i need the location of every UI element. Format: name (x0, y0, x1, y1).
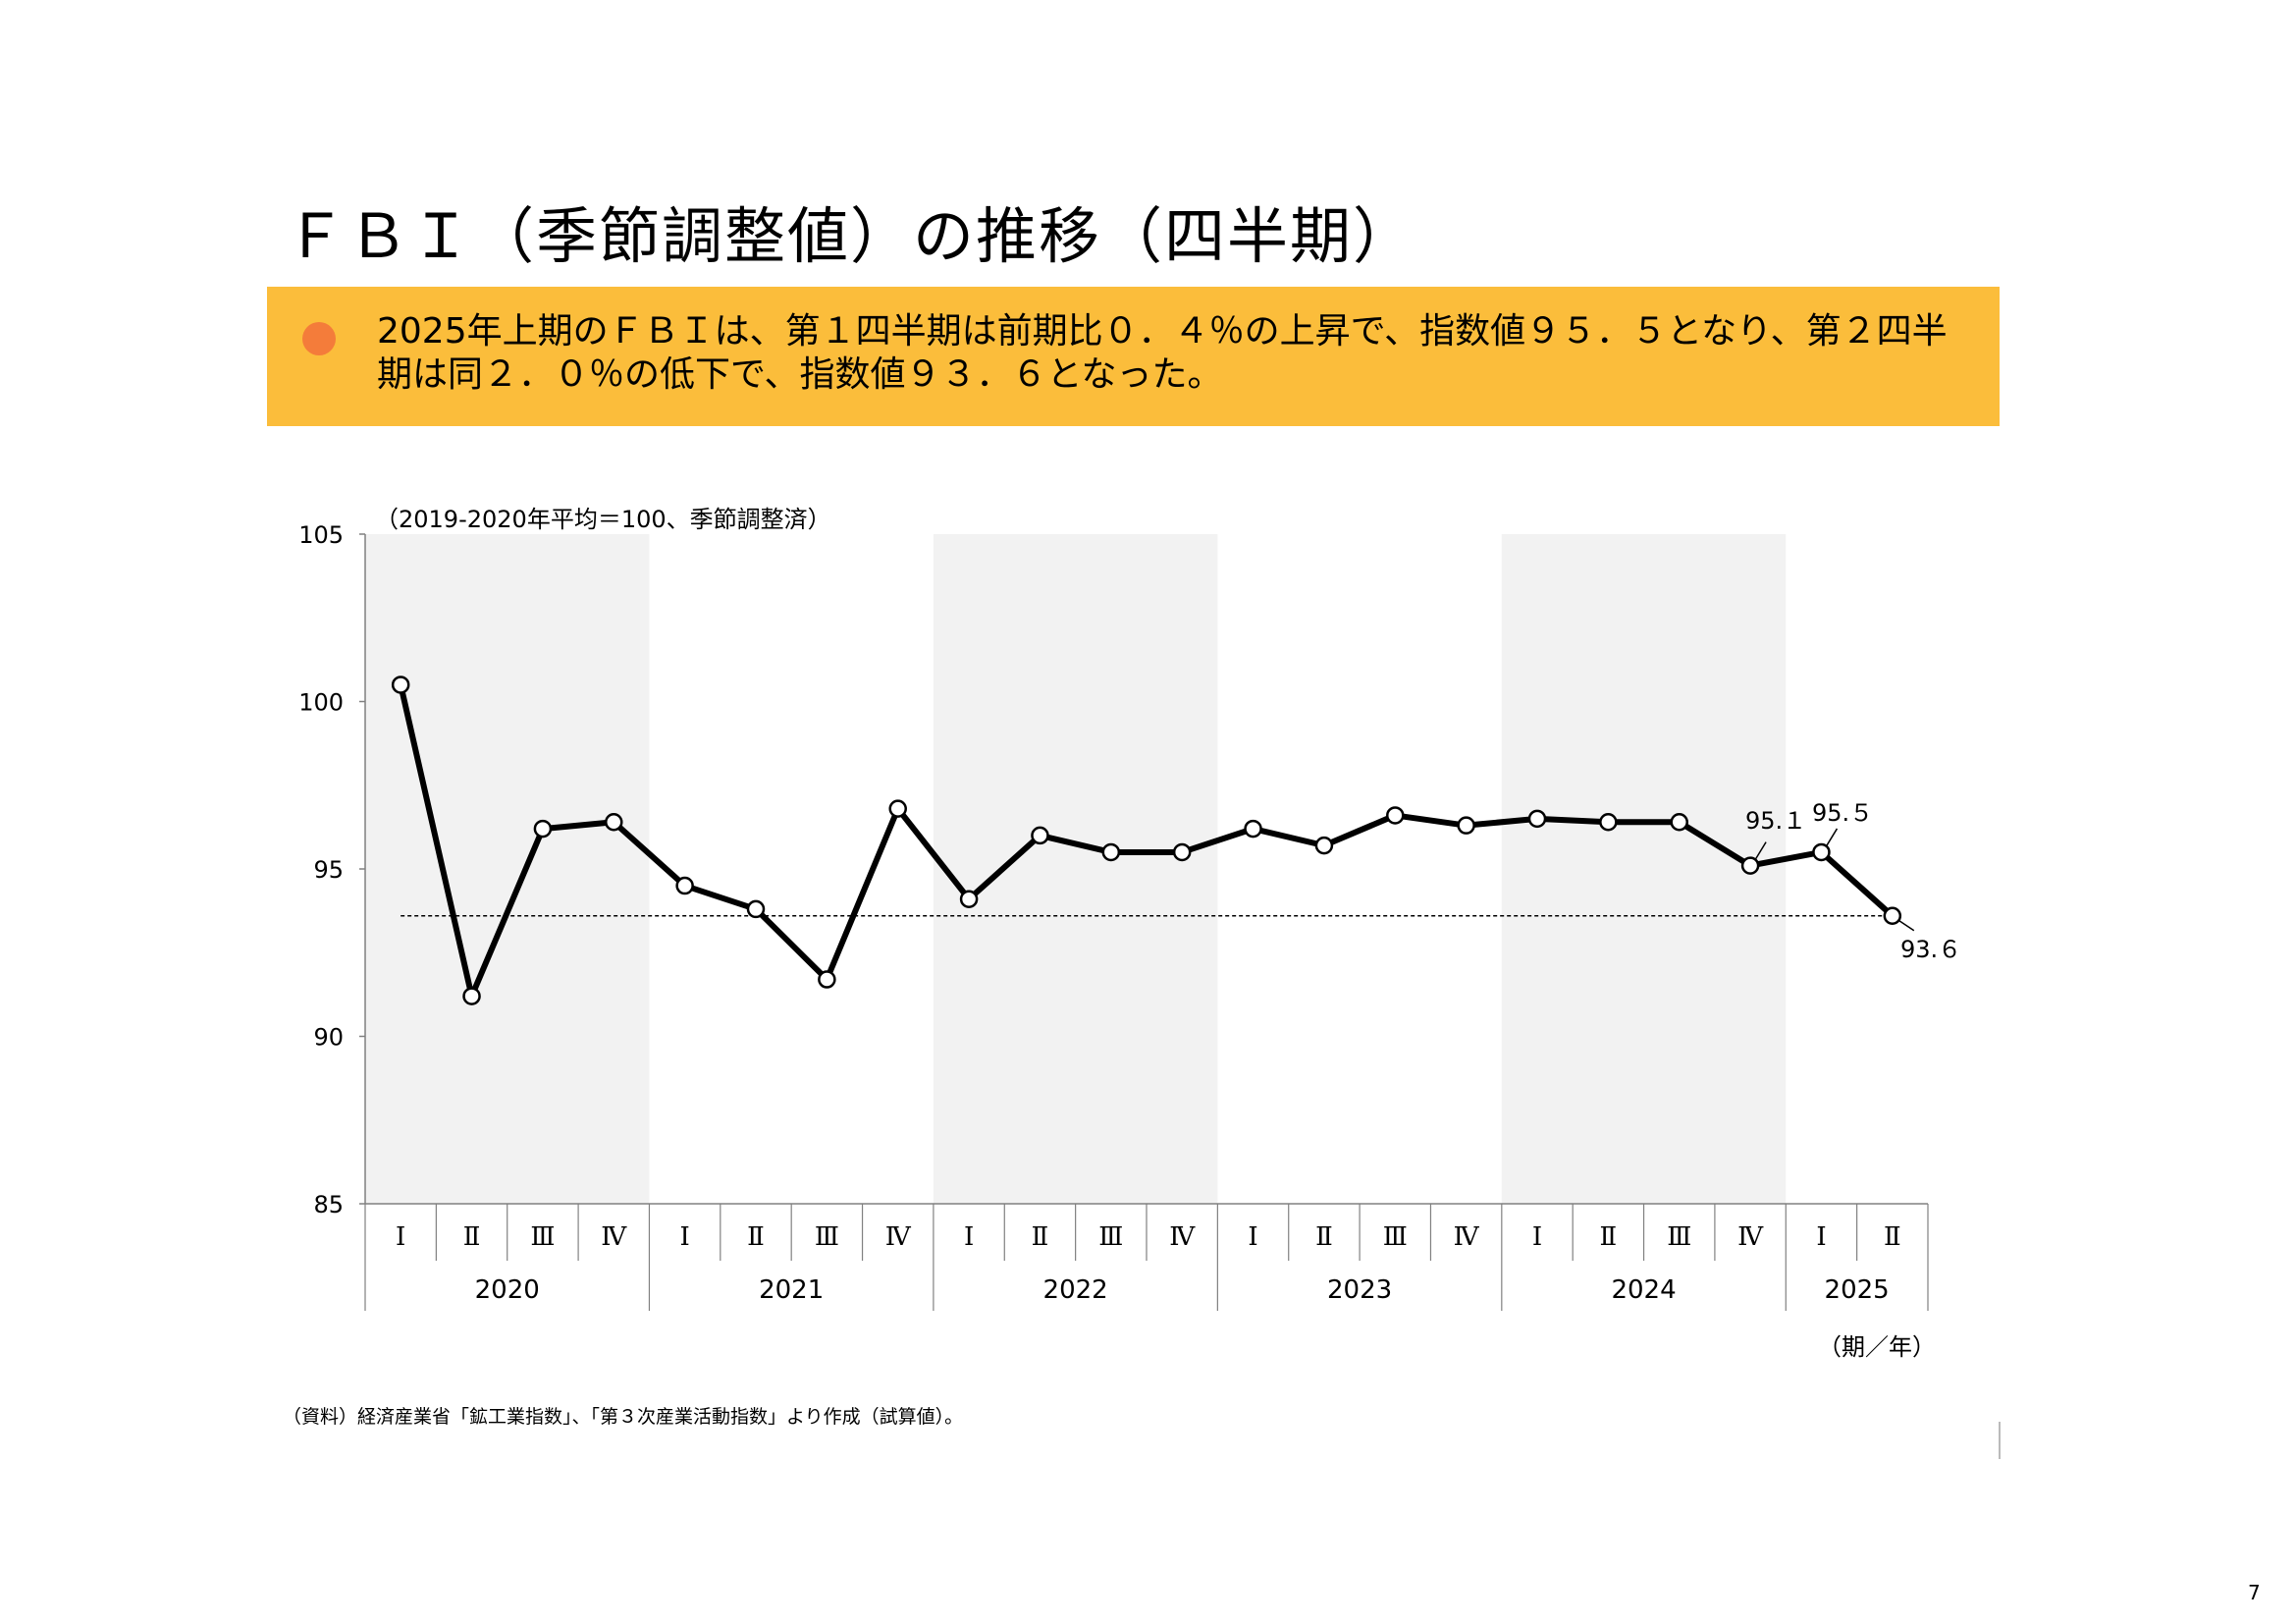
bullet-icon (302, 322, 336, 355)
data-point (818, 970, 836, 989)
annotation-leader (1898, 920, 1915, 932)
y-tick-label: 85 (313, 1191, 344, 1218)
data-point (533, 819, 553, 839)
quarter-label: Ⅲ (530, 1222, 555, 1252)
quarter-label: Ⅰ (964, 1222, 974, 1252)
quarter-label: Ⅱ (747, 1222, 765, 1252)
quarter-label: Ⅳ (1737, 1222, 1764, 1252)
quarter-label: Ⅱ (1315, 1222, 1333, 1252)
data-point (1386, 806, 1405, 825)
quarter-label: Ⅳ (1454, 1222, 1480, 1252)
annotation-leader (1825, 828, 1839, 847)
data-point (1883, 906, 1902, 925)
data-point (1812, 842, 1831, 862)
data-point (1101, 842, 1121, 862)
chart-note: （2019-2020年平均＝100、季節調整済） (375, 506, 831, 533)
year-label-2022: 2022 (1043, 1275, 1108, 1305)
year-label-2023: 2023 (1327, 1275, 1392, 1305)
series-line-fbi (398, 683, 1895, 1000)
data-point (1314, 836, 1334, 855)
summary-box: 2025年上期のＦＢＩは、第１四半期は前期比０．４％の上昇で、指数値９５．５とな… (267, 287, 2000, 426)
x-axis-label: （期／年） (1818, 1333, 1936, 1361)
data-point (1172, 842, 1192, 862)
data-point (1670, 813, 1688, 832)
data-point (746, 899, 766, 919)
quarter-label: Ⅰ (1532, 1222, 1542, 1252)
quarter-label: Ⅳ (1169, 1222, 1196, 1252)
annotation-leader (1754, 841, 1767, 860)
quarter-label: Ⅱ (1600, 1222, 1618, 1252)
page-title: ＦＢＩ（季節調整値）の推移（四半期） (285, 200, 1416, 272)
data-label: 93.６ (1900, 936, 1961, 963)
quarter-label: Ⅲ (1383, 1222, 1408, 1252)
data-point (1599, 813, 1618, 832)
year-label-2025: 2025 (1825, 1275, 1890, 1305)
quarter-label: Ⅱ (1884, 1222, 1901, 1252)
page-number: 7 (2248, 1581, 2261, 1604)
data-point (675, 876, 694, 895)
quarter-label: Ⅳ (601, 1222, 627, 1252)
year-label-2021: 2021 (759, 1275, 824, 1305)
y-tick-label: 105 (298, 521, 344, 549)
year-band-2020 (365, 534, 650, 1204)
data-point (959, 890, 979, 908)
data-point (1527, 809, 1547, 829)
divider (1999, 1422, 2001, 1459)
year-band-2024 (1501, 534, 1787, 1204)
data-point (605, 813, 623, 832)
y-tick-label: 90 (313, 1024, 344, 1052)
quarter-label: Ⅲ (1098, 1222, 1123, 1252)
year-label-2024: 2024 (1611, 1275, 1676, 1305)
year-band-2022 (933, 534, 1218, 1204)
year-label-2020: 2020 (475, 1275, 540, 1305)
data-point (1457, 816, 1475, 835)
summary-text: 2025年上期のＦＢＩは、第１四半期は前期比０．４％の上昇で、指数値９５．５とな… (377, 311, 1948, 395)
quarter-label: Ⅲ (1667, 1222, 1691, 1252)
quarter-label: Ⅰ (1248, 1222, 1257, 1252)
data-point (391, 676, 410, 694)
data-label: 95.１ (1745, 807, 1806, 835)
quarter-label: Ⅰ (1816, 1222, 1826, 1252)
data-point (888, 799, 907, 818)
quarter-label: Ⅳ (885, 1222, 912, 1252)
quarter-label: Ⅰ (679, 1222, 689, 1252)
quarter-label: Ⅲ (815, 1222, 839, 1252)
data-point (1031, 826, 1049, 845)
data-point (1740, 856, 1760, 875)
data-point (462, 987, 481, 1005)
data-point (1244, 819, 1262, 839)
data-label: 95.５ (1812, 799, 1873, 827)
quarter-label: Ⅰ (396, 1222, 405, 1252)
quarter-label: Ⅱ (1032, 1222, 1049, 1252)
quarter-label: Ⅱ (463, 1222, 481, 1252)
y-tick-label: 95 (313, 856, 344, 884)
source-note: （資料）経済産業省「鉱工業指数」、「第３次産業活動指数」より作成（試算値）。 (283, 1406, 964, 1428)
y-tick-label: 100 (298, 689, 344, 717)
